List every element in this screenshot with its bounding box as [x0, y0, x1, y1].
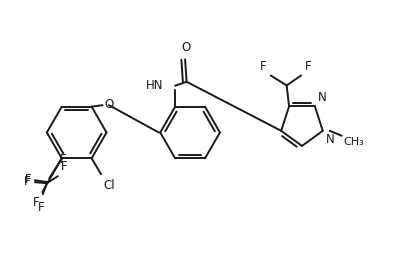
Text: Cl: Cl — [103, 179, 115, 192]
Text: F: F — [38, 201, 45, 214]
Text: O: O — [104, 98, 113, 111]
Text: F: F — [304, 60, 311, 73]
Text: F: F — [60, 153, 66, 166]
Text: F: F — [259, 60, 266, 73]
Text: O: O — [180, 41, 190, 54]
Text: F: F — [25, 173, 31, 186]
Text: F: F — [61, 160, 68, 173]
Text: N: N — [325, 133, 334, 146]
Text: F: F — [33, 196, 40, 209]
Text: F: F — [24, 175, 30, 188]
Text: N: N — [317, 91, 326, 104]
Text: HN: HN — [146, 79, 163, 92]
Text: CH₃: CH₃ — [343, 137, 364, 147]
